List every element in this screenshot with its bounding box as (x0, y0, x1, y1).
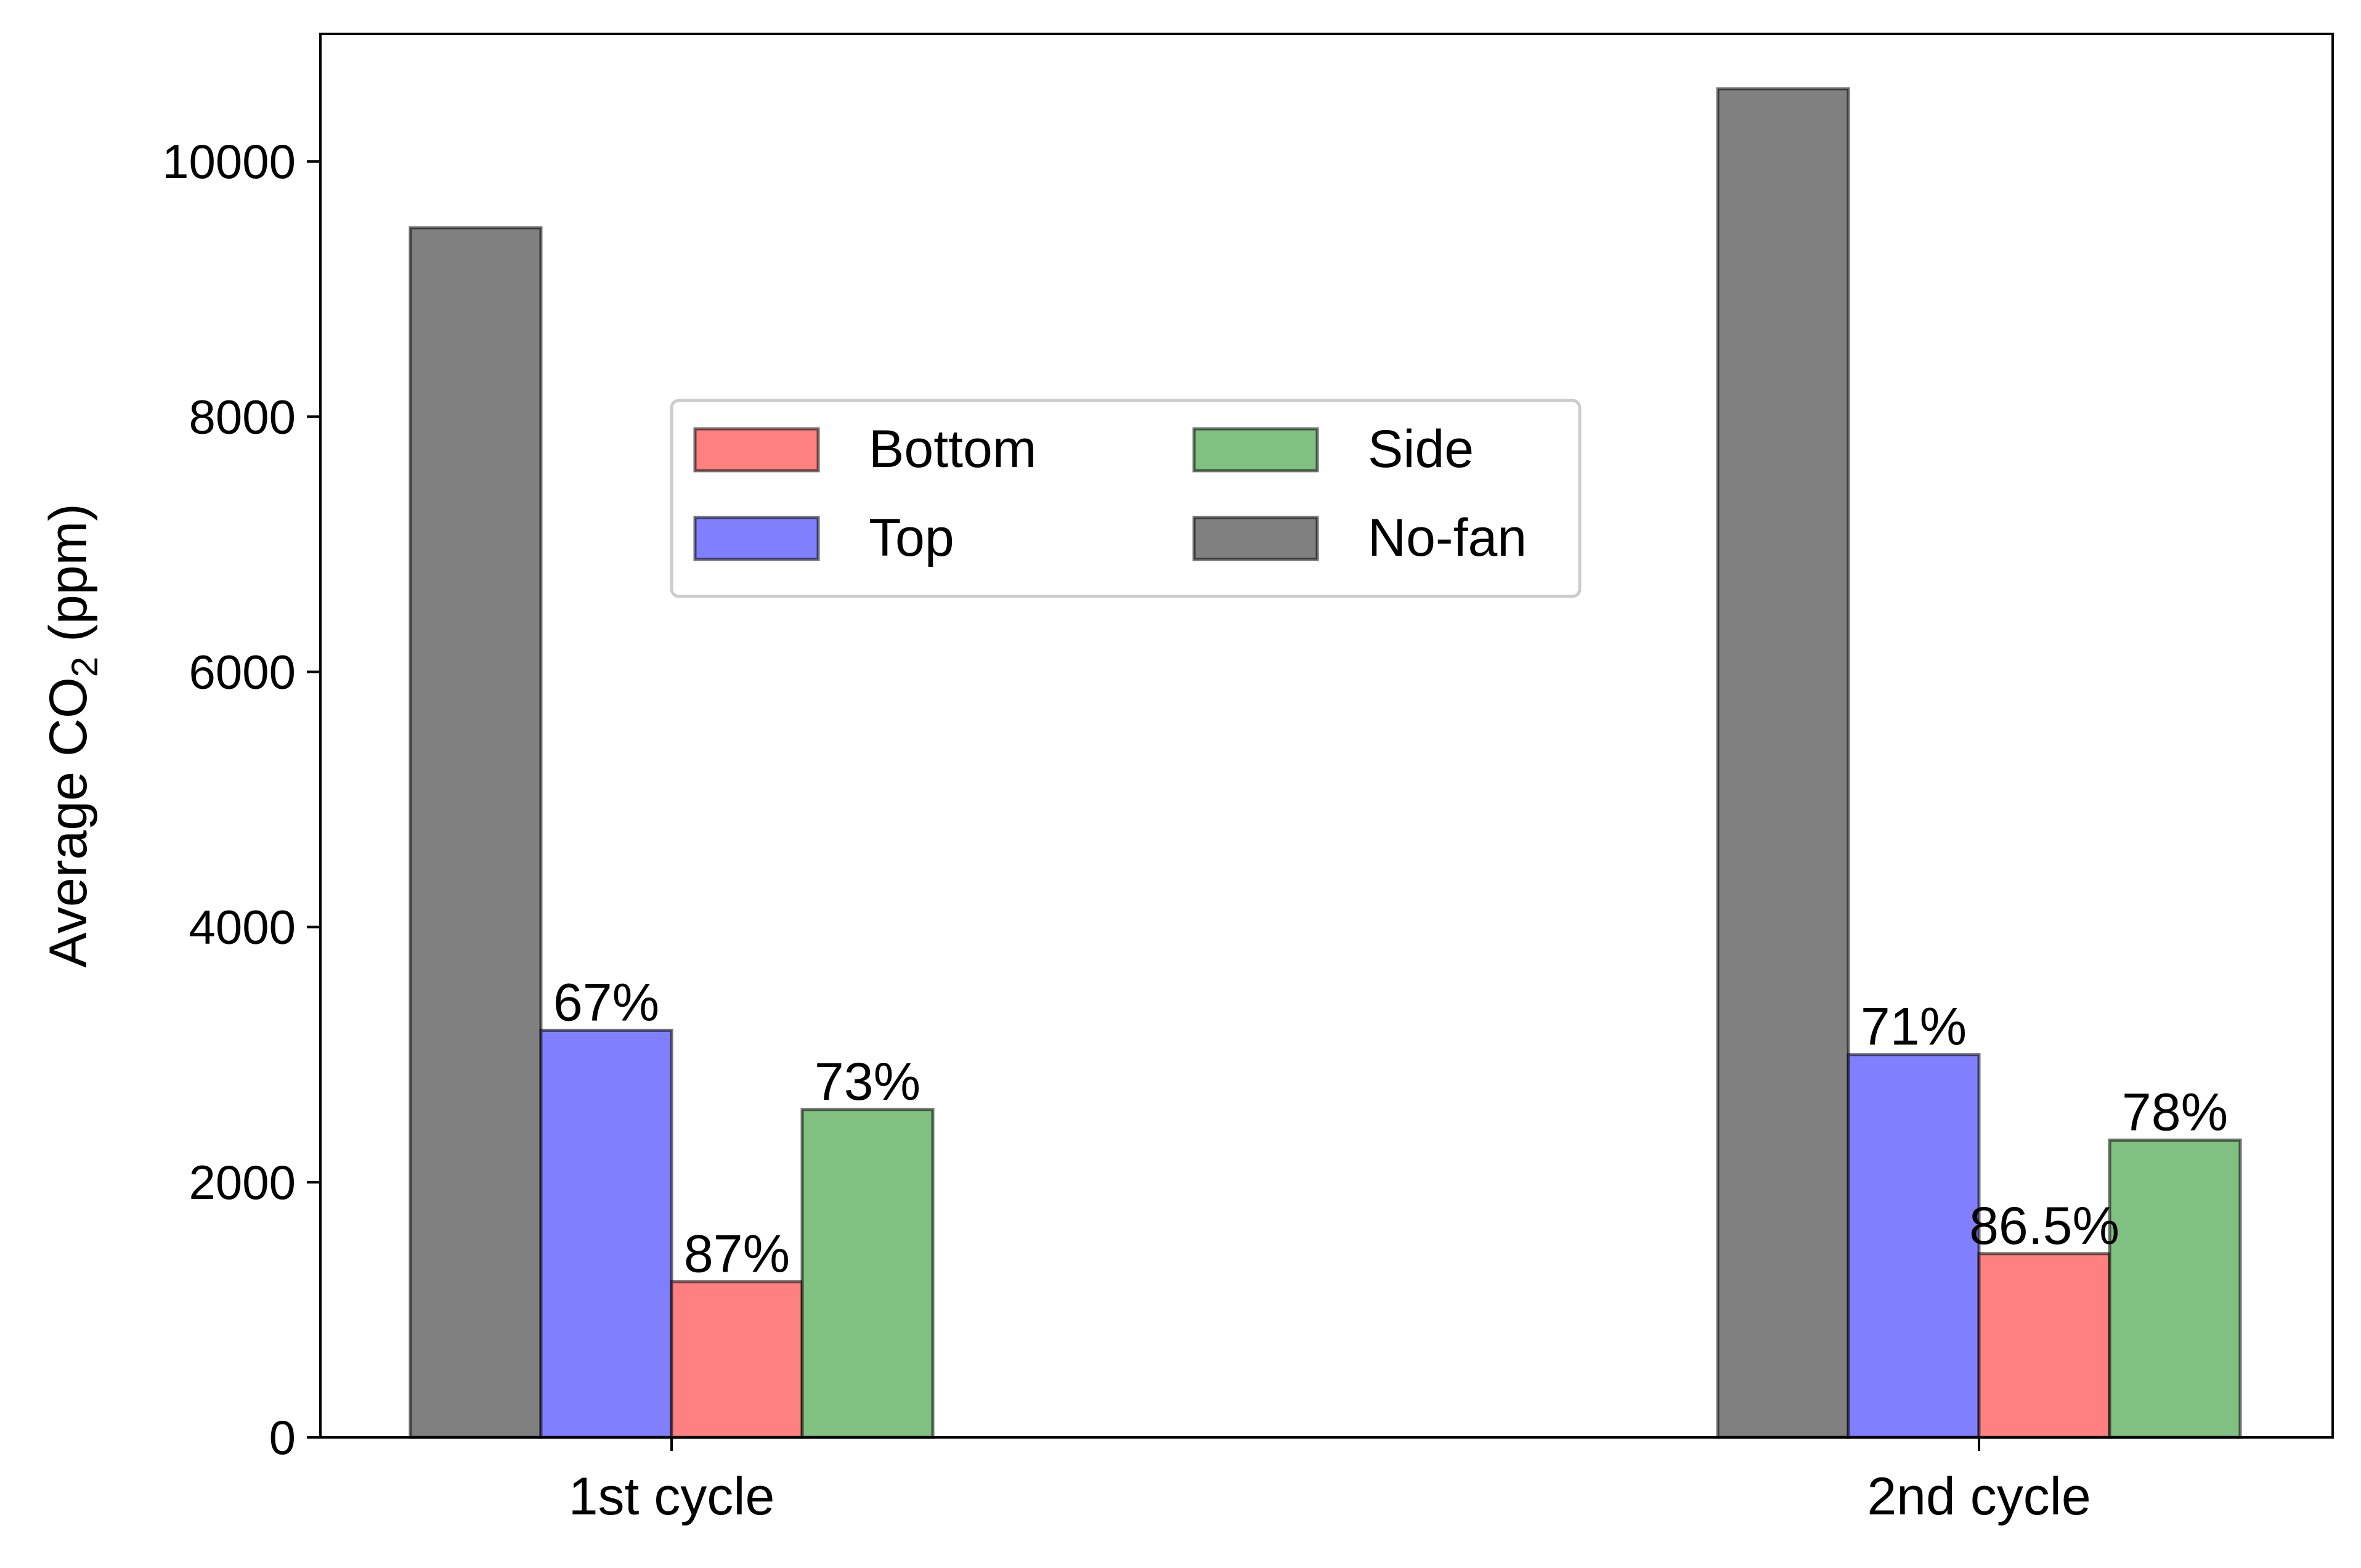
y-axis: 0 2000 4000 6000 8000 10000 (162, 134, 320, 1464)
y-tick-label: 10000 (162, 134, 296, 189)
legend-swatch-no-fan (1192, 516, 1319, 561)
bar-no-fan-2 (1716, 87, 1850, 1439)
bar-top-1 (539, 1028, 673, 1439)
x-tick-label: 1st cycle (569, 1467, 775, 1526)
legend-label-side: Side (1368, 420, 1474, 479)
data-label-side-2: 78% (2122, 1083, 2228, 1142)
x-tick-label: 2nd cycle (1867, 1467, 2091, 1526)
legend-swatch-side (1192, 427, 1319, 473)
data-label-top-1: 67% (553, 973, 659, 1032)
y-tick-label: 2000 (189, 1155, 296, 1209)
y-tick-label: 4000 (189, 900, 296, 954)
y-tick-label: 8000 (189, 389, 296, 444)
legend-swatch-bottom (693, 427, 820, 473)
data-label-side-1: 73% (815, 1052, 920, 1111)
bar-side-1 (800, 1108, 935, 1439)
data-label-top-2: 71% (1861, 997, 1967, 1057)
legend: Bottom Side Top No-fan (670, 399, 1582, 598)
bar-bottom-2 (1977, 1252, 2111, 1439)
data-label-bottom-1: 87% (684, 1224, 790, 1283)
plot-frame (319, 33, 2334, 1439)
legend-label-no-fan: No-fan (1368, 508, 1527, 567)
bar-top-2 (1847, 1053, 1981, 1439)
legend-box (670, 399, 1582, 598)
y-axis-label-subscript: 2 (64, 657, 105, 677)
data-label-bottom-2: 86.5% (1969, 1196, 2119, 1256)
data-labels-group: 67% 71% 87% 86.5% 73% 78% (553, 973, 2228, 1283)
y-tick-label: 6000 (189, 644, 296, 699)
y-axis-label-suffix: (ppm) (39, 503, 98, 656)
y-tick-label: 0 (269, 1410, 296, 1464)
x-axis: 1st cycle 2nd cycle (569, 1437, 2091, 1526)
bars-group (408, 87, 2242, 1439)
y-axis-label: Average CO2 (ppm) (39, 503, 105, 968)
bar-side-2 (2108, 1138, 2242, 1439)
legend-swatch-top (693, 516, 820, 561)
y-axis-label-main: Average CO (39, 677, 98, 968)
bar-bottom-1 (670, 1280, 804, 1439)
legend-label-top: Top (869, 508, 954, 567)
legend-label-bottom: Bottom (869, 420, 1036, 479)
bar-no-fan-1 (408, 226, 543, 1439)
